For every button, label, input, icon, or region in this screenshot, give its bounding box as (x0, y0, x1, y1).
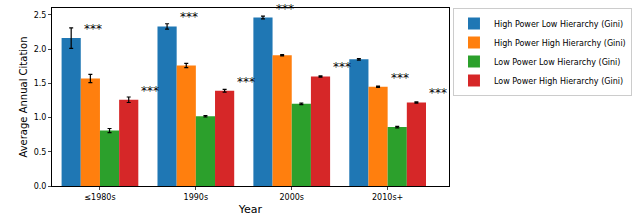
svg-text:***: *** (333, 60, 351, 74)
svg-text:High Power Low Hierarchy (Gini: High Power Low Hierarchy (Gini) (494, 20, 623, 29)
svg-text:***: *** (429, 86, 447, 100)
svg-text:***: *** (237, 75, 255, 89)
svg-text:0.0: 0.0 (34, 182, 47, 191)
svg-text:1.0: 1.0 (34, 113, 47, 122)
svg-text:***: *** (276, 2, 294, 16)
svg-text:1990s: 1990s (184, 193, 209, 202)
svg-text:2000s: 2000s (279, 193, 304, 202)
svg-text:Average Annual Citation: Average Annual Citation (18, 36, 29, 157)
svg-text:***: *** (180, 10, 198, 24)
svg-text:***: *** (391, 71, 409, 85)
svg-text:Low Power High Hierarchy (Gini: Low Power High Hierarchy (Gini) (494, 77, 623, 86)
svg-text:≤1980s: ≤1980s (84, 193, 115, 202)
svg-text:2.5: 2.5 (34, 11, 47, 20)
svg-text:High Power High Hierarchy (Gin: High Power High Hierarchy (Gini) (494, 39, 626, 48)
svg-text:***: *** (84, 22, 102, 36)
svg-text:1.5: 1.5 (34, 79, 47, 88)
svg-text:***: *** (141, 84, 159, 98)
svg-text:2010s+: 2010s+ (372, 193, 403, 202)
svg-text:2.0: 2.0 (34, 45, 47, 54)
svg-text:Year: Year (238, 203, 263, 216)
svg-text:0.5: 0.5 (34, 148, 47, 157)
svg-text:Low Power Low Hierarchy (Gini): Low Power Low Hierarchy (Gini) (494, 58, 620, 67)
